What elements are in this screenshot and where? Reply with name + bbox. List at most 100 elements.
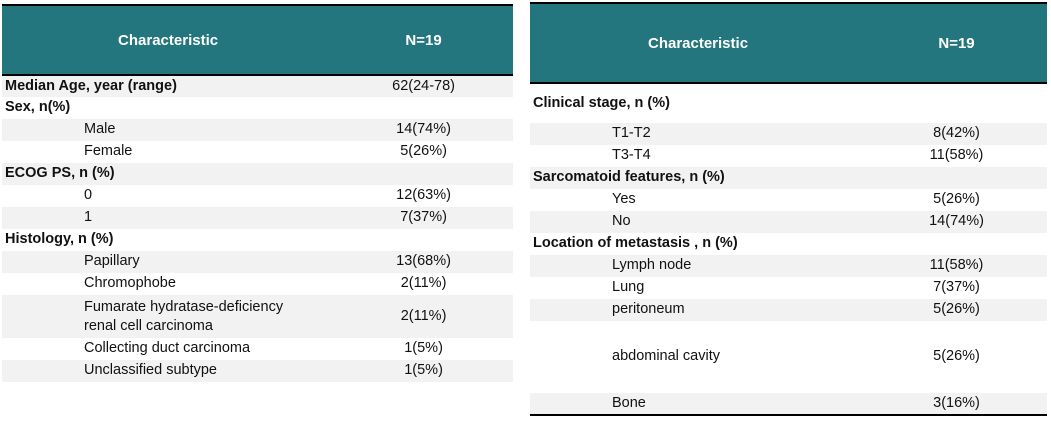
row-label-text: Median Age, year (range)	[5, 77, 177, 94]
row-label: Yes	[530, 189, 866, 211]
table-row: Collecting duct carcinoma 1(5%)	[2, 338, 513, 360]
row-label: Sarcomatoid features, n (%)	[530, 167, 866, 189]
row-label-text: Lymph node	[612, 257, 692, 274]
row-label: Lung	[530, 277, 866, 299]
row-label: No	[530, 211, 866, 233]
row-label: Location of metastasis , n (%)	[530, 233, 866, 255]
row-label: Clinical stage, n (%)	[530, 83, 866, 123]
column-header-characteristic: Characteristic	[2, 4, 335, 76]
table-row: Fumarate hydratase-deficiency renal cell…	[2, 295, 513, 339]
table-row: T1-T2 8(42%)	[530, 123, 1047, 145]
table-row: Clinical stage, n (%)	[530, 83, 1047, 123]
header-row: Characteristic N=19	[530, 2, 1047, 84]
row-value: 14(74%)	[929, 213, 984, 230]
row-value: 2(11%)	[400, 307, 447, 324]
table-right-body: Clinical stage, n (%) T1-T2 8(42%) T3-T4 11(…	[530, 83, 1047, 416]
table-row: Lymph node 11(58%)	[530, 255, 1047, 277]
row-label-text: Collecting duct carcinoma	[84, 340, 251, 357]
row-label-text: 0	[84, 187, 93, 204]
row-label-text: Sarcomatoid features, n (%)	[533, 169, 725, 186]
row-label: Unclassified subtype	[2, 360, 334, 382]
row-label-text: T1-T2	[612, 125, 651, 142]
table-row: 0 12(63%)	[2, 185, 513, 207]
row-label: Sex, n(%)	[2, 97, 334, 119]
row-value: 3(16%)	[866, 393, 1047, 416]
row-label-text: Sex, n(%)	[5, 99, 71, 116]
table-row: Papillary 13(68%)	[2, 251, 513, 273]
table-row: Chromophobe 2(11%)	[2, 273, 513, 295]
table-row: peritoneum 5(26%)	[530, 299, 1047, 321]
row-label-text: No	[612, 213, 631, 230]
row-value: 11(58%)	[929, 147, 984, 164]
row-label-text: Lung	[612, 279, 645, 296]
row-value: 5(26%)	[933, 301, 980, 318]
row-value: 12(63%)	[396, 187, 451, 204]
table-row: Unclassified subtype 1(5%)	[2, 360, 513, 383]
row-label-text: Female	[84, 143, 133, 160]
row-label: 0	[2, 185, 334, 207]
row-label: abdominal cavity	[530, 321, 866, 393]
row-label: Lymph node	[530, 255, 866, 277]
row-value	[334, 229, 513, 251]
row-value: 13(68%)	[396, 253, 451, 270]
table-row: Lung 7(37%)	[530, 277, 1047, 299]
row-value: 5(26%)	[933, 348, 980, 365]
table-right: Characteristic N=19 Clinical stage, n (%…	[530, 2, 1047, 416]
row-label: T3-T4	[530, 145, 866, 167]
row-value: 14(74%)	[396, 121, 451, 138]
column-header-n: N=19	[866, 2, 1047, 84]
row-value: 62(24-78)	[392, 77, 455, 94]
row-value: 5(26%)	[933, 191, 980, 208]
row-label: Papillary	[2, 251, 334, 273]
row-label: Collecting duct carcinoma	[2, 338, 334, 360]
row-label: Chromophobe	[2, 273, 334, 295]
table-row: ECOG PS, n (%)	[2, 163, 513, 185]
row-label-text: Location of metastasis , n (%)	[533, 235, 738, 252]
row-label: Bone	[530, 393, 867, 416]
row-value	[866, 167, 1047, 189]
row-label: Histology, n (%)	[2, 229, 334, 251]
row-value: 11(58%)	[929, 257, 984, 274]
table-row: Location of metastasis , n (%)	[530, 233, 1047, 255]
row-label: 1	[2, 207, 334, 229]
table-row: Sarcomatoid features, n (%)	[530, 167, 1047, 189]
row-label: Female	[2, 141, 334, 163]
row-label-text: Histology, n (%)	[5, 231, 114, 248]
row-value: 1(5%)	[404, 340, 443, 357]
row-label-text: T3-T4	[612, 147, 651, 164]
row-label-text: abdominal cavity	[612, 348, 720, 365]
column-header-characteristic: Characteristic	[530, 2, 867, 84]
table-row: 1 7(37%)	[2, 207, 513, 229]
row-value: 2(11%)	[400, 275, 447, 292]
row-value: 7(37%)	[933, 279, 980, 296]
row-value: 7(37%)	[400, 209, 447, 226]
row-label: ECOG PS, n (%)	[2, 163, 334, 185]
row-label: Male	[2, 119, 334, 141]
row-label-text: peritoneum	[612, 301, 685, 318]
row-value: 5(26%)	[400, 143, 447, 160]
row-label-text: Yes	[612, 191, 636, 208]
row-value: 8(42%)	[933, 125, 980, 142]
row-label-text: Fumarate hydratase-deficiency renal cell…	[84, 299, 284, 334]
header-row: Characteristic N=19	[2, 4, 513, 76]
table-right-header: Characteristic N=19	[530, 2, 1047, 84]
row-value	[334, 97, 513, 119]
row-label-text: Unclassified subtype	[84, 362, 217, 379]
table-row: T3-T4 11(58%)	[530, 145, 1047, 167]
table-row: Yes 5(26%)	[530, 189, 1047, 211]
row-value	[866, 83, 1047, 123]
table-row: Histology, n (%)	[2, 229, 513, 251]
table-row: abdominal cavity 5(26%)	[530, 321, 1047, 393]
row-value: 1(5%)	[404, 362, 443, 379]
patient-characteristics-table-left: Characteristic N=19 Median Age, year (ra…	[2, 4, 513, 383]
patient-characteristics-table-right: Characteristic N=19 Clinical stage, n (%…	[530, 2, 1047, 416]
table-row: No 14(74%)	[530, 211, 1047, 233]
row-label-text: Bone	[612, 394, 646, 411]
table-row: Male 14(74%)	[2, 119, 513, 141]
table-row: Median Age, year (range) 62(24-78)	[2, 75, 513, 97]
table-left-header: Characteristic N=19	[2, 4, 513, 76]
table-row: Female 5(26%)	[2, 141, 513, 163]
row-value	[334, 163, 513, 185]
column-header-n: N=19	[334, 4, 513, 76]
